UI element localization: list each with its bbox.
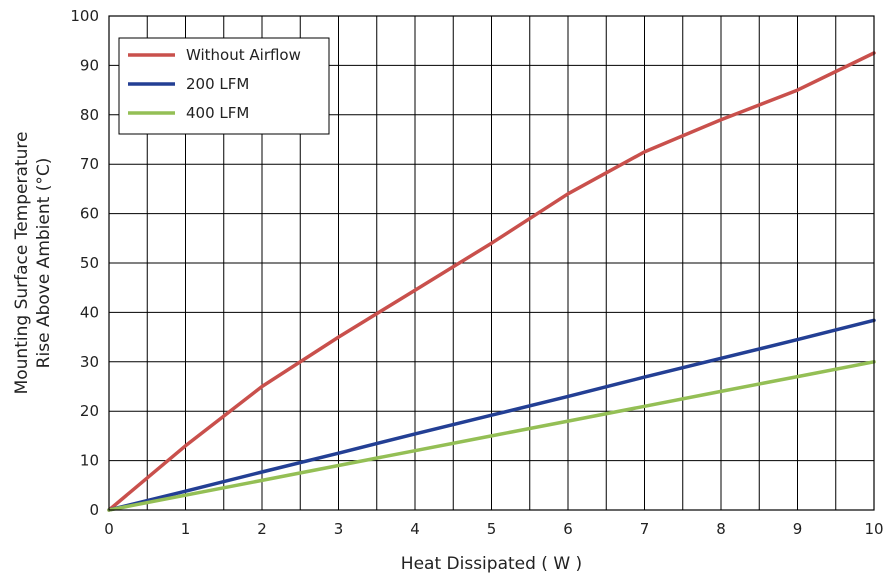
y-axis-label-line1: Mounting Surface Temperature — [12, 132, 32, 395]
x-tick-label: 6 — [563, 520, 573, 538]
series-lines — [107, 51, 876, 512]
y-tick-label: 40 — [80, 303, 99, 321]
y-tick-label: 20 — [80, 402, 99, 420]
legend-label: 400 LFM — [186, 104, 249, 122]
x-axis-ticks: 0 1 2 3 4 5 6 7 8 9 10 — [104, 520, 883, 538]
x-tick-label: 2 — [257, 520, 267, 538]
series-line-3 — [107, 360, 876, 512]
y-tick-label: 10 — [80, 452, 99, 470]
x-tick-label: 0 — [104, 520, 114, 538]
x-tick-label: 7 — [640, 520, 650, 538]
y-tick-label: 100 — [70, 7, 99, 25]
x-tick-label: 8 — [716, 520, 726, 538]
x-tick-label: 3 — [334, 520, 344, 538]
series-line-1 — [107, 51, 876, 512]
y-tick-label: 50 — [80, 254, 99, 272]
plot-frame — [108, 15, 875, 511]
y-axis-ticks: 0 10 20 30 40 50 60 70 80 90 100 — [70, 7, 99, 519]
y-axis-label: Mounting Surface Temperature Rise Above … — [12, 132, 54, 395]
x-tick-label: 5 — [487, 520, 497, 538]
grid — [109, 16, 874, 510]
y-tick-label: 0 — [89, 501, 99, 519]
x-axis-label: Heat Dissipated ( W ) — [401, 554, 582, 574]
series-line-2 — [107, 318, 876, 512]
legend: Without Airflow 200 LFM 400 LFM — [118, 37, 330, 135]
legend-label: Without Airflow — [186, 46, 301, 64]
legend-label: 200 LFM — [186, 75, 249, 93]
y-tick-label: 80 — [80, 106, 99, 124]
y-tick-label: 70 — [80, 155, 99, 173]
y-tick-label: 30 — [80, 353, 99, 371]
x-tick-label: 1 — [181, 520, 191, 538]
x-tick-label: 9 — [793, 520, 803, 538]
y-tick-label: 90 — [80, 56, 99, 74]
y-axis-label-line2: Rise Above Ambient (°C) — [34, 158, 54, 369]
x-tick-label: 10 — [864, 520, 883, 538]
y-tick-label: 60 — [80, 205, 99, 223]
x-tick-label: 4 — [410, 520, 420, 538]
